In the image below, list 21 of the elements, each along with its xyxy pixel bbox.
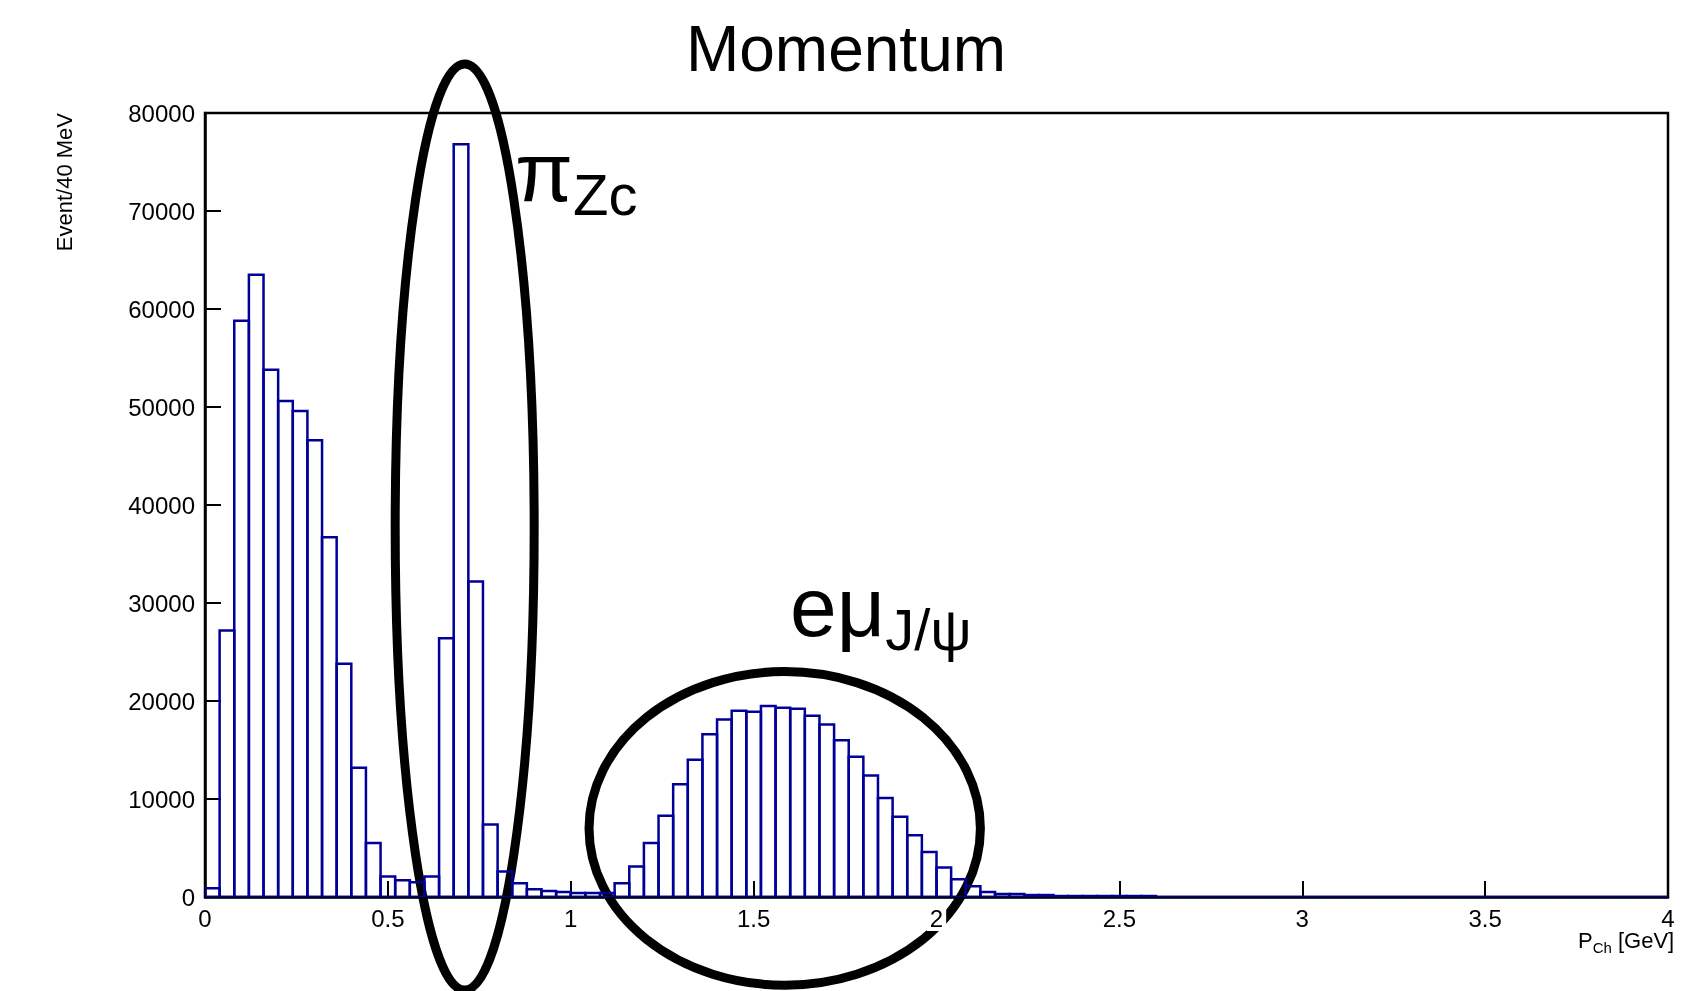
y-tick-label: 70000 xyxy=(128,197,195,225)
x-tick-label: 3.5 xyxy=(1468,904,1502,932)
y-tick-label: 80000 xyxy=(128,99,195,127)
annotation: eμ$_{J/ψ}$ xyxy=(790,560,972,662)
y-tick-label: 30000 xyxy=(128,589,195,617)
y-tick-label: 40000 xyxy=(128,491,195,519)
x-tick-label: 1.5 xyxy=(736,904,771,932)
y-tick-label: 20000 xyxy=(128,687,195,715)
x-tick-label: 0.5 xyxy=(371,904,405,932)
x-tick-label: 3 xyxy=(1295,904,1309,932)
y-tick-label: 10000 xyxy=(128,785,195,813)
y-tick-label: 60000 xyxy=(128,295,195,323)
chart-title: Momentum xyxy=(685,13,1007,85)
x-tick-label: 2 xyxy=(929,904,944,932)
y-tick-label: 50000 xyxy=(128,393,195,421)
y-tick-label: 0 xyxy=(181,883,195,911)
x-tick-label: 2.5 xyxy=(1102,904,1137,932)
x-tick-label: 0 xyxy=(198,904,212,932)
annotation: π$_{Zc}$ xyxy=(515,125,638,227)
y-axis-title: Event/40 MeV xyxy=(51,112,77,252)
x-tick-label: 1 xyxy=(564,904,578,932)
